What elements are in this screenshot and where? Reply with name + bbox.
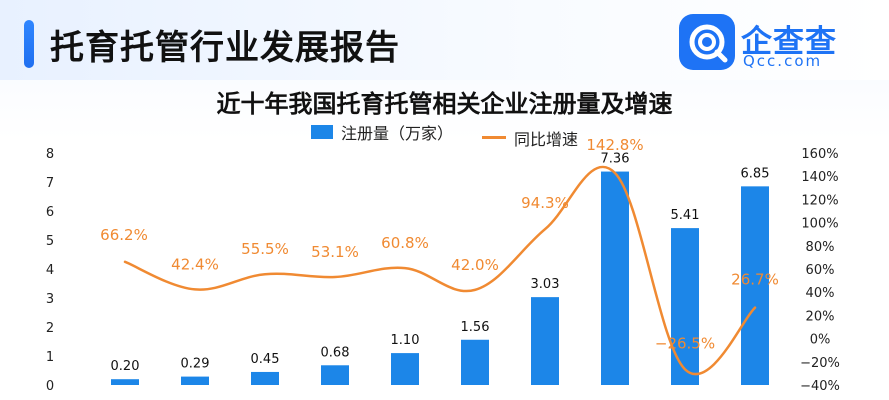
y-left-tick-label: 1: [46, 350, 54, 365]
growth-value-label: 60.8%: [381, 234, 429, 252]
qcc-logo-en-text: Qcc.com: [743, 52, 823, 70]
bar-registrations: [671, 228, 699, 385]
y-right-tick-label: −20%: [800, 356, 840, 371]
legend-item-growth: 同比增速: [482, 126, 578, 150]
chart-legend: 注册量（万家） 同比增速: [0, 120, 889, 150]
growth-value-label: 66.2%: [100, 226, 148, 244]
growth-value-label: 26.7%: [731, 271, 779, 289]
y-left-tick-label: 8: [46, 147, 54, 162]
growth-value-label: 42.4%: [171, 255, 219, 273]
legend-line-swatch: [482, 136, 507, 139]
bar-registrations: [461, 339, 489, 385]
y-left-tick-label: 0: [46, 379, 54, 394]
growth-value-label: 42.0%: [451, 256, 499, 274]
title-accent-bar: [24, 20, 34, 68]
qcc-logo-cn-text: 企查查: [741, 24, 837, 60]
y-left-tick-label: 2: [46, 321, 54, 336]
header-band: [0, 0, 889, 80]
y-left-tick-label: 3: [46, 292, 54, 307]
legend-item-registrations: 注册量（万家）: [310, 120, 453, 144]
qcc-logo-icon: [679, 14, 735, 70]
y-left-tick-label: 4: [46, 263, 54, 278]
bar-registrations: [601, 171, 629, 385]
bar-value-label: 0.45: [251, 352, 280, 367]
bar-registrations: [391, 353, 419, 385]
legend-label-registrations: 注册量（万家）: [340, 124, 453, 143]
growth-value-label: −26.5%: [655, 334, 715, 352]
bar-registrations: [741, 186, 769, 385]
chart-title: 近十年我国托育托管相关企业注册量及增速: [216, 90, 673, 118]
bar-value-label: 0.20: [111, 359, 140, 374]
legend-bar-swatch: [310, 125, 333, 139]
y-left-tick-label: 7: [46, 176, 54, 191]
y-right-tick-label: 100%: [801, 217, 838, 232]
y-right-tick-label: 20%: [806, 309, 835, 324]
legend-label-growth: 同比增速: [514, 129, 579, 149]
y-right-tick-label: −40%: [800, 379, 840, 394]
qcc-logo: 企查查 Qcc.com: [679, 14, 859, 74]
y-left-tick-label: 5: [46, 234, 54, 249]
report-title: 托育托管行业发展报告: [50, 28, 400, 68]
bar-registrations: [111, 379, 139, 385]
bar-value-label: 7.36: [601, 152, 630, 167]
bar-registrations: [531, 297, 559, 385]
y-right-tick-label: 80%: [806, 240, 835, 255]
bar-value-label: 1.10: [391, 333, 420, 348]
bar-value-label: 1.56: [461, 320, 490, 335]
y-right-tick-label: 160%: [801, 147, 838, 162]
bar-registrations: [181, 376, 209, 385]
bar-value-label: 6.85: [741, 166, 770, 181]
y-right-tick-label: 0%: [810, 333, 831, 348]
y-left-tick-label: 6: [46, 205, 54, 220]
growth-value-label: 94.3%: [521, 194, 569, 212]
bar-value-label: 5.41: [671, 208, 700, 223]
growth-value-label: 53.1%: [311, 243, 359, 261]
bar-registrations: [321, 365, 349, 385]
bar-value-label: 0.29: [181, 357, 210, 372]
growth-value-label: 142.8%: [586, 136, 643, 154]
growth-value-label: 55.5%: [241, 240, 289, 258]
bar-value-label: 3.03: [531, 277, 560, 292]
y-right-tick-label: 120%: [801, 193, 838, 208]
bar-value-label: 0.68: [321, 345, 350, 360]
bar-registrations: [251, 371, 279, 385]
y-right-tick-label: 40%: [806, 286, 835, 301]
growth-line: [123, 165, 757, 376]
y-right-tick-label: 140%: [801, 170, 838, 185]
y-right-tick-label: 60%: [806, 263, 835, 278]
